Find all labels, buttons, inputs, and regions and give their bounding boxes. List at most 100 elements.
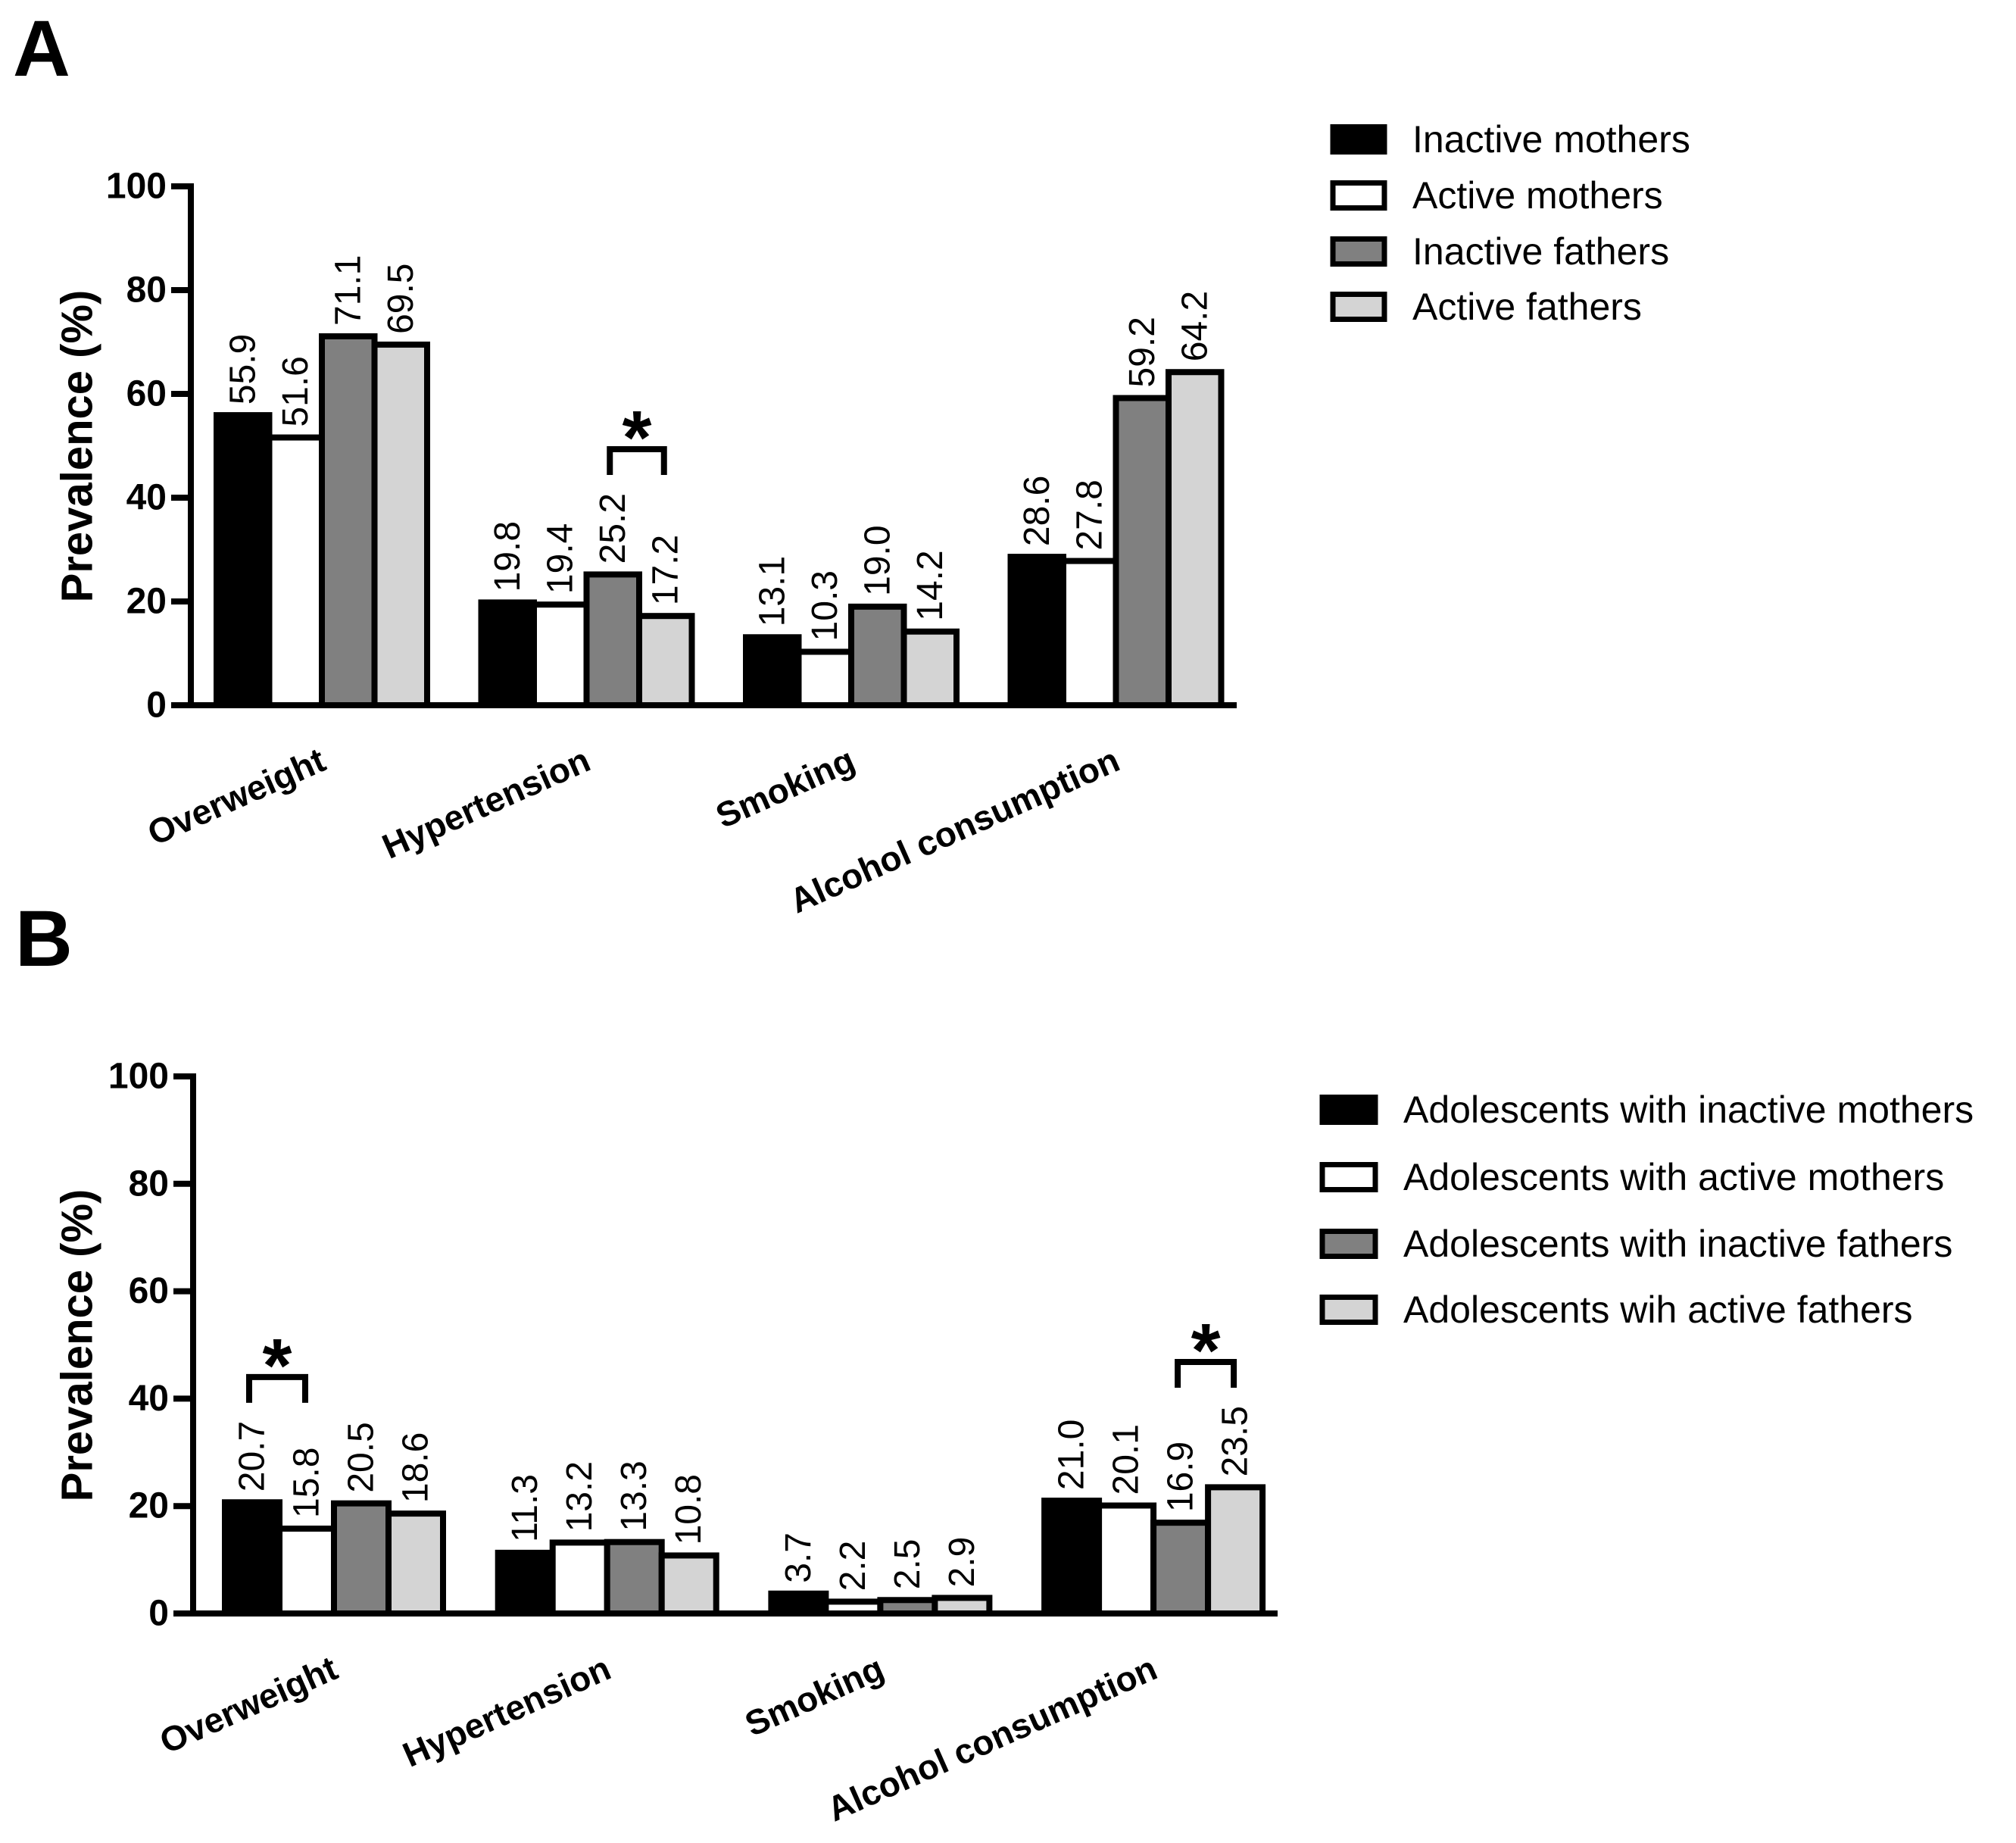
- value-label-inactive-mothers-smoking: 13.1: [752, 556, 792, 626]
- y-tick-label-60: 60: [126, 374, 167, 414]
- legend-label: Inactive fathers: [1412, 230, 1669, 273]
- value-label-active-mothers-hypertension: 19.4: [540, 523, 580, 594]
- legend-item-adolescents-with-inactive-mothers: Adolescents with inactive mothers: [1319, 1089, 1974, 1131]
- value-label-adolescents-with-inactive-mothers-smoking: 3.7: [779, 1532, 819, 1583]
- value-label-adolescents-wih-active-fathers-smoking: 2.9: [942, 1537, 982, 1588]
- legend-b: Adolescents with inactive mothers Adolesc…: [1319, 1089, 1974, 1331]
- legend-item-active-mothers: Active mothers: [1330, 174, 1663, 217]
- panel-label-a: A: [13, 5, 70, 93]
- bar-inactive-fathers-smoking: [848, 603, 907, 708]
- value-label-adolescents-wih-active-fathers-alcohol-consumption: 23.5: [1216, 1406, 1256, 1476]
- legend-swatch: [1319, 1095, 1378, 1125]
- bar-active-mothers-smoking: [795, 648, 854, 709]
- bar-adolescents-with-active-mothers-overweight: [276, 1525, 337, 1617]
- significance-star: *: [263, 1323, 292, 1408]
- value-label-adolescents-with-inactive-mothers-alcohol-consumption: 21.0: [1052, 1420, 1092, 1490]
- value-label-adolescents-with-inactive-mothers-overweight: 20.7: [232, 1421, 273, 1492]
- bar-adolescents-with-inactive-fathers-alcohol-consumption: [1150, 1520, 1212, 1617]
- bar-active-mothers-alcohol-consumption: [1060, 558, 1119, 708]
- value-label-adolescents-with-active-mothers-alcohol-consumption: 20.1: [1106, 1424, 1147, 1495]
- bar-inactive-fathers-hypertension: [583, 571, 642, 708]
- value-label-adolescents-wih-active-fathers-hypertension: 10.8: [669, 1474, 709, 1545]
- value-label-inactive-fathers-smoking: 19.0: [857, 525, 897, 595]
- legend-label: Active fathers: [1412, 286, 1642, 328]
- significance-bracket: [246, 1373, 308, 1403]
- y-tick-label-40: 40: [129, 1379, 169, 1419]
- bar-active-fathers-smoking: [900, 628, 960, 708]
- legend-item-adolescents-with-inactive-fathers: Adolescents with inactive fathers: [1319, 1223, 1952, 1265]
- bar-active-mothers-overweight: [266, 434, 325, 708]
- value-label-active-mothers-smoking: 10.3: [805, 570, 845, 641]
- y-tick-label-20: 20: [126, 582, 167, 622]
- bar-adolescents-wih-active-fathers-overweight: [385, 1510, 446, 1617]
- value-label-inactive-fathers-overweight: 71.1: [328, 255, 368, 326]
- bar-active-mothers-hypertension: [531, 601, 590, 708]
- legend-item-inactive-fathers: Inactive fathers: [1330, 230, 1669, 273]
- bar-inactive-mothers-alcohol-consumption: [1007, 554, 1066, 709]
- bar-adolescents-with-inactive-mothers-overweight: [222, 1499, 282, 1617]
- legend-swatch: [1319, 1162, 1378, 1192]
- legend-item-active-fathers: Active fathers: [1330, 286, 1642, 328]
- value-label-adolescents-wih-active-fathers-overweight: 18.6: [396, 1432, 436, 1503]
- panel-label-b: B: [15, 895, 73, 983]
- significance-bracket: [1175, 1358, 1237, 1388]
- legend-label: Adolescents wih active fathers: [1403, 1289, 1913, 1331]
- bar-inactive-mothers-hypertension: [478, 599, 537, 708]
- y-tick-label-100: 100: [106, 167, 167, 207]
- legend-swatch: [1319, 1295, 1378, 1325]
- y-tick-label-100: 100: [108, 1057, 169, 1097]
- value-label-inactive-mothers-overweight: 55.9: [223, 334, 263, 405]
- value-label-active-fathers-hypertension: 17.2: [645, 535, 685, 605]
- bar-adolescents-with-inactive-fathers-hypertension: [604, 1538, 665, 1617]
- legend-label: Adolescents with active mothers: [1403, 1156, 1944, 1198]
- legend-label: Inactive mothers: [1412, 118, 1690, 161]
- y-tick-label-40: 40: [126, 478, 167, 518]
- significance-bracket: [607, 445, 667, 475]
- legend-swatch: [1330, 180, 1387, 211]
- y-tick-label-0: 0: [148, 1594, 169, 1634]
- bar-inactive-mothers-smoking: [743, 634, 802, 709]
- value-label-active-fathers-alcohol-consumption: 64.2: [1175, 291, 1215, 361]
- bar-adolescents-with-inactive-mothers-alcohol-consumption: [1041, 1498, 1103, 1617]
- value-label-inactive-fathers-alcohol-consumption: 59.2: [1122, 317, 1162, 387]
- legend-swatch: [1319, 1229, 1378, 1259]
- value-label-adolescents-with-active-mothers-hypertension: 13.2: [560, 1461, 600, 1532]
- value-label-adolescents-with-inactive-fathers-smoking: 2.5: [888, 1539, 928, 1590]
- bar-active-fathers-hypertension: [636, 613, 695, 708]
- value-label-adolescents-with-inactive-fathers-overweight: 20.5: [342, 1422, 382, 1492]
- value-label-adolescents-with-inactive-mothers-hypertension: 11.3: [505, 1474, 545, 1542]
- legend-swatch: [1330, 124, 1387, 155]
- bar-active-fathers-overweight: [371, 341, 430, 708]
- y-tick-label-80: 80: [129, 1164, 169, 1204]
- value-label-inactive-mothers-alcohol-consumption: 28.6: [1017, 476, 1057, 546]
- significance-star: *: [623, 395, 652, 480]
- legend-label: Adolescents with inactive mothers: [1403, 1089, 1974, 1131]
- y-axis-title-b: Prevalence (%): [53, 1189, 102, 1502]
- legend-item-adolescents-wih-active-fathers: Adolescents wih active fathers: [1319, 1289, 1913, 1331]
- bar-adolescents-with-active-mothers-alcohol-consumption: [1096, 1502, 1157, 1617]
- y-tick-label-20: 20: [129, 1486, 169, 1526]
- bar-adolescents-with-inactive-mothers-hypertension: [495, 1549, 556, 1617]
- bar-active-fathers-alcohol-consumption: [1166, 369, 1225, 708]
- bar-adolescents-with-inactive-fathers-overweight: [331, 1500, 392, 1617]
- value-label-inactive-mothers-hypertension: 19.8: [488, 521, 528, 592]
- value-label-adolescents-with-inactive-fathers-alcohol-consumption: 16.9: [1161, 1442, 1201, 1512]
- value-label-active-fathers-smoking: 14.2: [910, 550, 950, 620]
- value-label-active-fathers-overweight: 69.5: [381, 264, 421, 334]
- legend-swatch: [1330, 292, 1387, 322]
- y-tick-label-80: 80: [126, 270, 167, 311]
- y-tick-label-0: 0: [146, 686, 167, 726]
- value-label-inactive-fathers-hypertension: 25.2: [593, 493, 633, 564]
- legend-label: Adolescents with inactive fathers: [1403, 1223, 1952, 1265]
- significance-star: *: [1191, 1308, 1221, 1393]
- value-label-adolescents-with-active-mothers-overweight: 15.8: [287, 1448, 327, 1518]
- bar-adolescents-wih-active-fathers-hypertension: [658, 1552, 719, 1617]
- y-tick-label-60: 60: [129, 1271, 169, 1311]
- legend-item-inactive-mothers: Inactive mothers: [1330, 118, 1690, 161]
- legend-item-adolescents-with-active-mothers: Adolescents with active mothers: [1319, 1156, 1944, 1198]
- value-label-adolescents-with-active-mothers-smoking: 2.2: [833, 1541, 873, 1592]
- bar-inactive-mothers-overweight: [214, 412, 273, 709]
- value-label-active-mothers-overweight: 51.6: [276, 356, 316, 426]
- bar-adolescents-with-active-mothers-hypertension: [549, 1539, 610, 1617]
- legend-swatch: [1330, 236, 1387, 267]
